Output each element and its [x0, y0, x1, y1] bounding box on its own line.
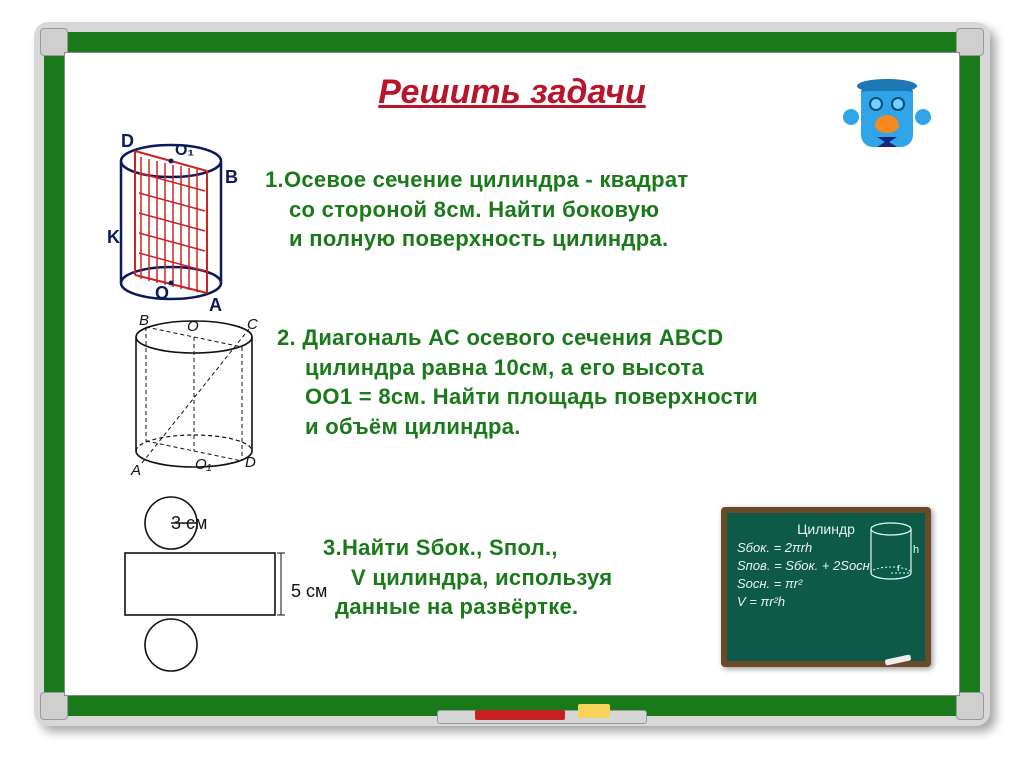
whiteboard-surface: Решить задачи — [64, 52, 960, 696]
formula-line: V = πr²h — [737, 594, 915, 609]
cylinder-mascot — [843, 75, 931, 175]
diagram-problem-3 — [109, 493, 309, 693]
p3-line: данные на развёртке. — [323, 592, 753, 622]
svg-text:h: h — [913, 544, 919, 556]
p3-line: V цилиндра, используя — [323, 563, 753, 593]
p1-line: и полную поверхность цилиндра. — [265, 224, 905, 254]
label-K: K — [107, 227, 120, 247]
label-B: B — [139, 312, 149, 329]
p1-line: 1.Осевое сечение цилиндра - квадрат — [265, 165, 905, 195]
frame-corner — [956, 692, 984, 720]
p2-line: и объём цилиндра. — [277, 412, 937, 442]
label-O1: O₁ — [175, 142, 194, 159]
label-O: O — [187, 318, 199, 335]
problem-3-text: 3.Найти Sбок., Sпол., V цилиндра, исполь… — [323, 533, 753, 622]
formula-cylinder-icon: h r — [863, 519, 919, 585]
whiteboard-shadow: Решить задачи — [34, 22, 990, 726]
label-D: D — [245, 454, 256, 471]
p3-line: 3.Найти Sбок., Sпол., — [323, 533, 753, 563]
dim-radius: 3 см — [171, 513, 207, 534]
label-A: A — [130, 462, 141, 479]
label-O: O — [155, 283, 169, 303]
problem-1-text: 1.Осевое сечение цилиндра - квадрат со с… — [265, 165, 905, 254]
label-C: C — [247, 316, 258, 333]
page-title: Решить задачи — [65, 73, 959, 112]
frame-corner — [40, 692, 68, 720]
formula-chalkboard: Цилиндр h r Sбок. = 2πrh Sпов. = Sбок. +… — [721, 507, 931, 667]
whiteboard-frame: Решить задачи — [44, 32, 980, 716]
chalk-icon — [885, 654, 912, 665]
frame-corner — [956, 28, 984, 56]
p1-line: со стороной 8см. Найти боковую — [265, 195, 905, 225]
diagram-problem-2: B O C A O₁ D — [109, 311, 279, 481]
label-O1: O₁ — [195, 456, 212, 473]
label-B: B — [225, 167, 238, 187]
problem-2-text: 2. Диагональ АС осевого сечения ABCD цил… — [277, 323, 937, 442]
dim-height: 5 см — [291, 581, 327, 602]
diagram-problem-1: D O₁ B K O A — [91, 133, 251, 313]
p2-line: цилиндра равна 10см, а его высота — [277, 353, 937, 383]
marker-red — [475, 710, 565, 720]
eraser — [578, 704, 610, 718]
p2-line: OO1 = 8см. Найти площадь поверхности — [277, 382, 937, 412]
label-D: D — [121, 133, 134, 151]
p2-line: 2. Диагональ АС осевого сечения ABCD — [277, 323, 937, 353]
svg-text:r: r — [897, 562, 901, 574]
